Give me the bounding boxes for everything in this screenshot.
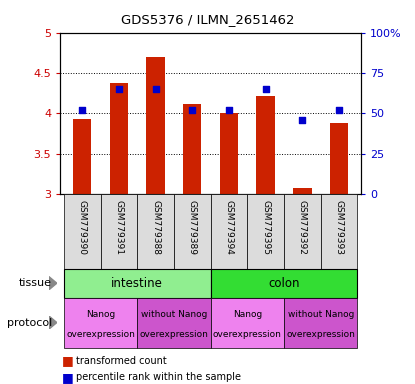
Text: GDS5376 / ILMN_2651462: GDS5376 / ILMN_2651462: [121, 13, 294, 26]
Bar: [183, 104, 201, 194]
Text: ■: ■: [62, 371, 74, 384]
Point: [152, 86, 159, 92]
Point: [189, 107, 195, 113]
Bar: [256, 96, 275, 194]
Point: [226, 107, 232, 113]
Bar: [211, 298, 284, 348]
Text: without Nanog: without Nanog: [288, 310, 354, 319]
Text: Nanog: Nanog: [233, 310, 262, 319]
Bar: [110, 83, 128, 194]
Text: GSM779393: GSM779393: [334, 200, 344, 255]
Bar: [146, 57, 165, 194]
Bar: [100, 194, 137, 269]
Point: [299, 117, 306, 123]
Bar: [137, 194, 174, 269]
Polygon shape: [49, 276, 57, 290]
Bar: [330, 123, 348, 194]
Text: overexpression: overexpression: [213, 329, 282, 339]
Point: [79, 107, 85, 113]
Text: GSM779389: GSM779389: [188, 200, 197, 255]
Text: GSM779395: GSM779395: [261, 200, 270, 255]
Text: tissue: tissue: [19, 278, 52, 288]
Text: GSM779390: GSM779390: [78, 200, 87, 255]
Text: GSM779394: GSM779394: [225, 200, 234, 255]
Bar: [247, 194, 284, 269]
Text: protocol: protocol: [7, 318, 52, 328]
Point: [115, 86, 122, 92]
Bar: [211, 194, 247, 269]
Text: GSM779388: GSM779388: [151, 200, 160, 255]
Bar: [64, 269, 211, 298]
Bar: [64, 298, 137, 348]
Bar: [220, 113, 238, 194]
Text: overexpression: overexpression: [139, 329, 208, 339]
Text: Nanog: Nanog: [86, 310, 115, 319]
Point: [262, 86, 269, 92]
Bar: [73, 119, 91, 194]
Text: ■: ■: [62, 354, 74, 367]
Bar: [137, 298, 211, 348]
Text: GSM779392: GSM779392: [298, 200, 307, 255]
Point: [336, 107, 342, 113]
Text: without Nanog: without Nanog: [141, 310, 207, 319]
Bar: [284, 194, 321, 269]
Text: overexpression: overexpression: [286, 329, 355, 339]
Bar: [174, 194, 210, 269]
Bar: [284, 298, 357, 348]
Text: overexpression: overexpression: [66, 329, 135, 339]
Text: transformed count: transformed count: [76, 356, 167, 366]
Bar: [321, 194, 357, 269]
Text: colon: colon: [268, 277, 300, 290]
Bar: [64, 194, 100, 269]
Text: GSM779391: GSM779391: [115, 200, 123, 255]
Text: intestine: intestine: [111, 277, 163, 290]
Bar: [293, 188, 312, 194]
Polygon shape: [49, 316, 57, 329]
Bar: [211, 269, 357, 298]
Text: percentile rank within the sample: percentile rank within the sample: [76, 372, 241, 382]
